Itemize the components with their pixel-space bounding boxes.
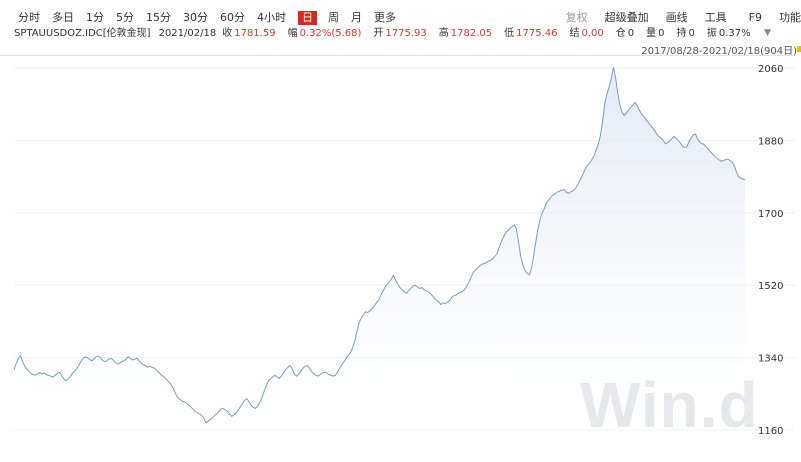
tools-button[interactable]: 工具 [704,11,727,24]
security-code: SPTAUUSDOZ.IDC[伦敦金现] [14,28,151,39]
period-button-11[interactable]: 更多 [374,11,396,24]
period-button-5[interactable]: 30分 [183,11,208,24]
f9-button[interactable]: F9 [748,11,762,24]
swing-value: 0.37% [718,28,751,39]
y-tick-label-1700: 1700 [758,209,783,220]
function-button[interactable]: 功能 [779,11,801,24]
quote-info: SPTAUUSDOZ.IDC[伦敦金现] 2021/02/18 收 1781.59… [14,27,763,40]
close-label: 收 [222,28,233,39]
close-value: 1781.59 [234,28,276,39]
draw-line-button[interactable]: 画线 [665,11,688,24]
period-button-8[interactable]: 日 [298,11,317,25]
open-label: 开 [373,28,384,39]
oi-value: 0 [627,28,635,39]
quote-date: 2021/02/18 [158,28,217,39]
price-line [13,67,746,424]
high-value: 1782.05 [450,28,493,39]
toolbar: 分时 多日 1分 5分 15分 30分 60分 4小时日周月更多 复权 超级叠加 画线 工具 … [0,0,801,25]
period-button-2[interactable]: 1分 [86,11,104,24]
vol-label: 量 [646,28,657,39]
price-area [14,67,745,430]
fuquan-button[interactable]: 复权 [565,11,588,24]
swing-label: 振 [706,28,717,39]
period-selector: 分时 多日 1分 5分 15分 30分 60分 4小时日周月更多 [18,11,408,25]
period-button-0[interactable]: 分时 [18,11,40,24]
open-value: 1775.93 [385,28,427,39]
date-range-label: 2017/08/28-2021/02/18(904日) [641,46,797,57]
settle-value: 0.00 [581,28,604,39]
amp-label: 幅 [287,28,298,39]
range-bar [0,44,795,56]
range-marker [797,46,801,52]
period-button-1[interactable]: 多日 [52,11,74,24]
oi-label: 仓 [615,28,626,39]
turnover-value: 0 [688,28,695,39]
vol-value: 0 [658,28,665,39]
change-value: 0.32%(5.68) [299,28,362,39]
period-button-6[interactable]: 60分 [220,11,245,24]
chevron-down-icon[interactable]: ▼ [764,28,771,38]
period-button-3[interactable]: 5分 [116,11,134,24]
y-tick-label-1520: 1520 [758,281,783,292]
y-tick-label-2060: 2060 [758,64,783,75]
period-button-10[interactable]: 月 [351,11,362,24]
turnover-label: 持 [676,28,687,39]
y-tick-label-1340: 1340 [758,354,783,365]
watermark-logo: Win.d [580,369,759,441]
low-label: 低 [504,28,515,39]
period-button-7[interactable]: 4小时 [257,11,286,24]
low-value: 1775.46 [516,28,558,39]
period-button-9[interactable]: 周 [328,11,339,24]
y-tick-label-1880: 1880 [758,136,783,147]
high-label: 高 [438,28,449,39]
tool-buttons: 复权 超级叠加 画线 工具 F9 功能 [549,11,801,25]
settle-label: 结 [569,28,580,39]
y-tick-label-1160: 1160 [758,426,783,437]
super-overlay-button[interactable]: 超级叠加 [604,11,649,24]
period-button-4[interactable]: 15分 [146,11,171,24]
